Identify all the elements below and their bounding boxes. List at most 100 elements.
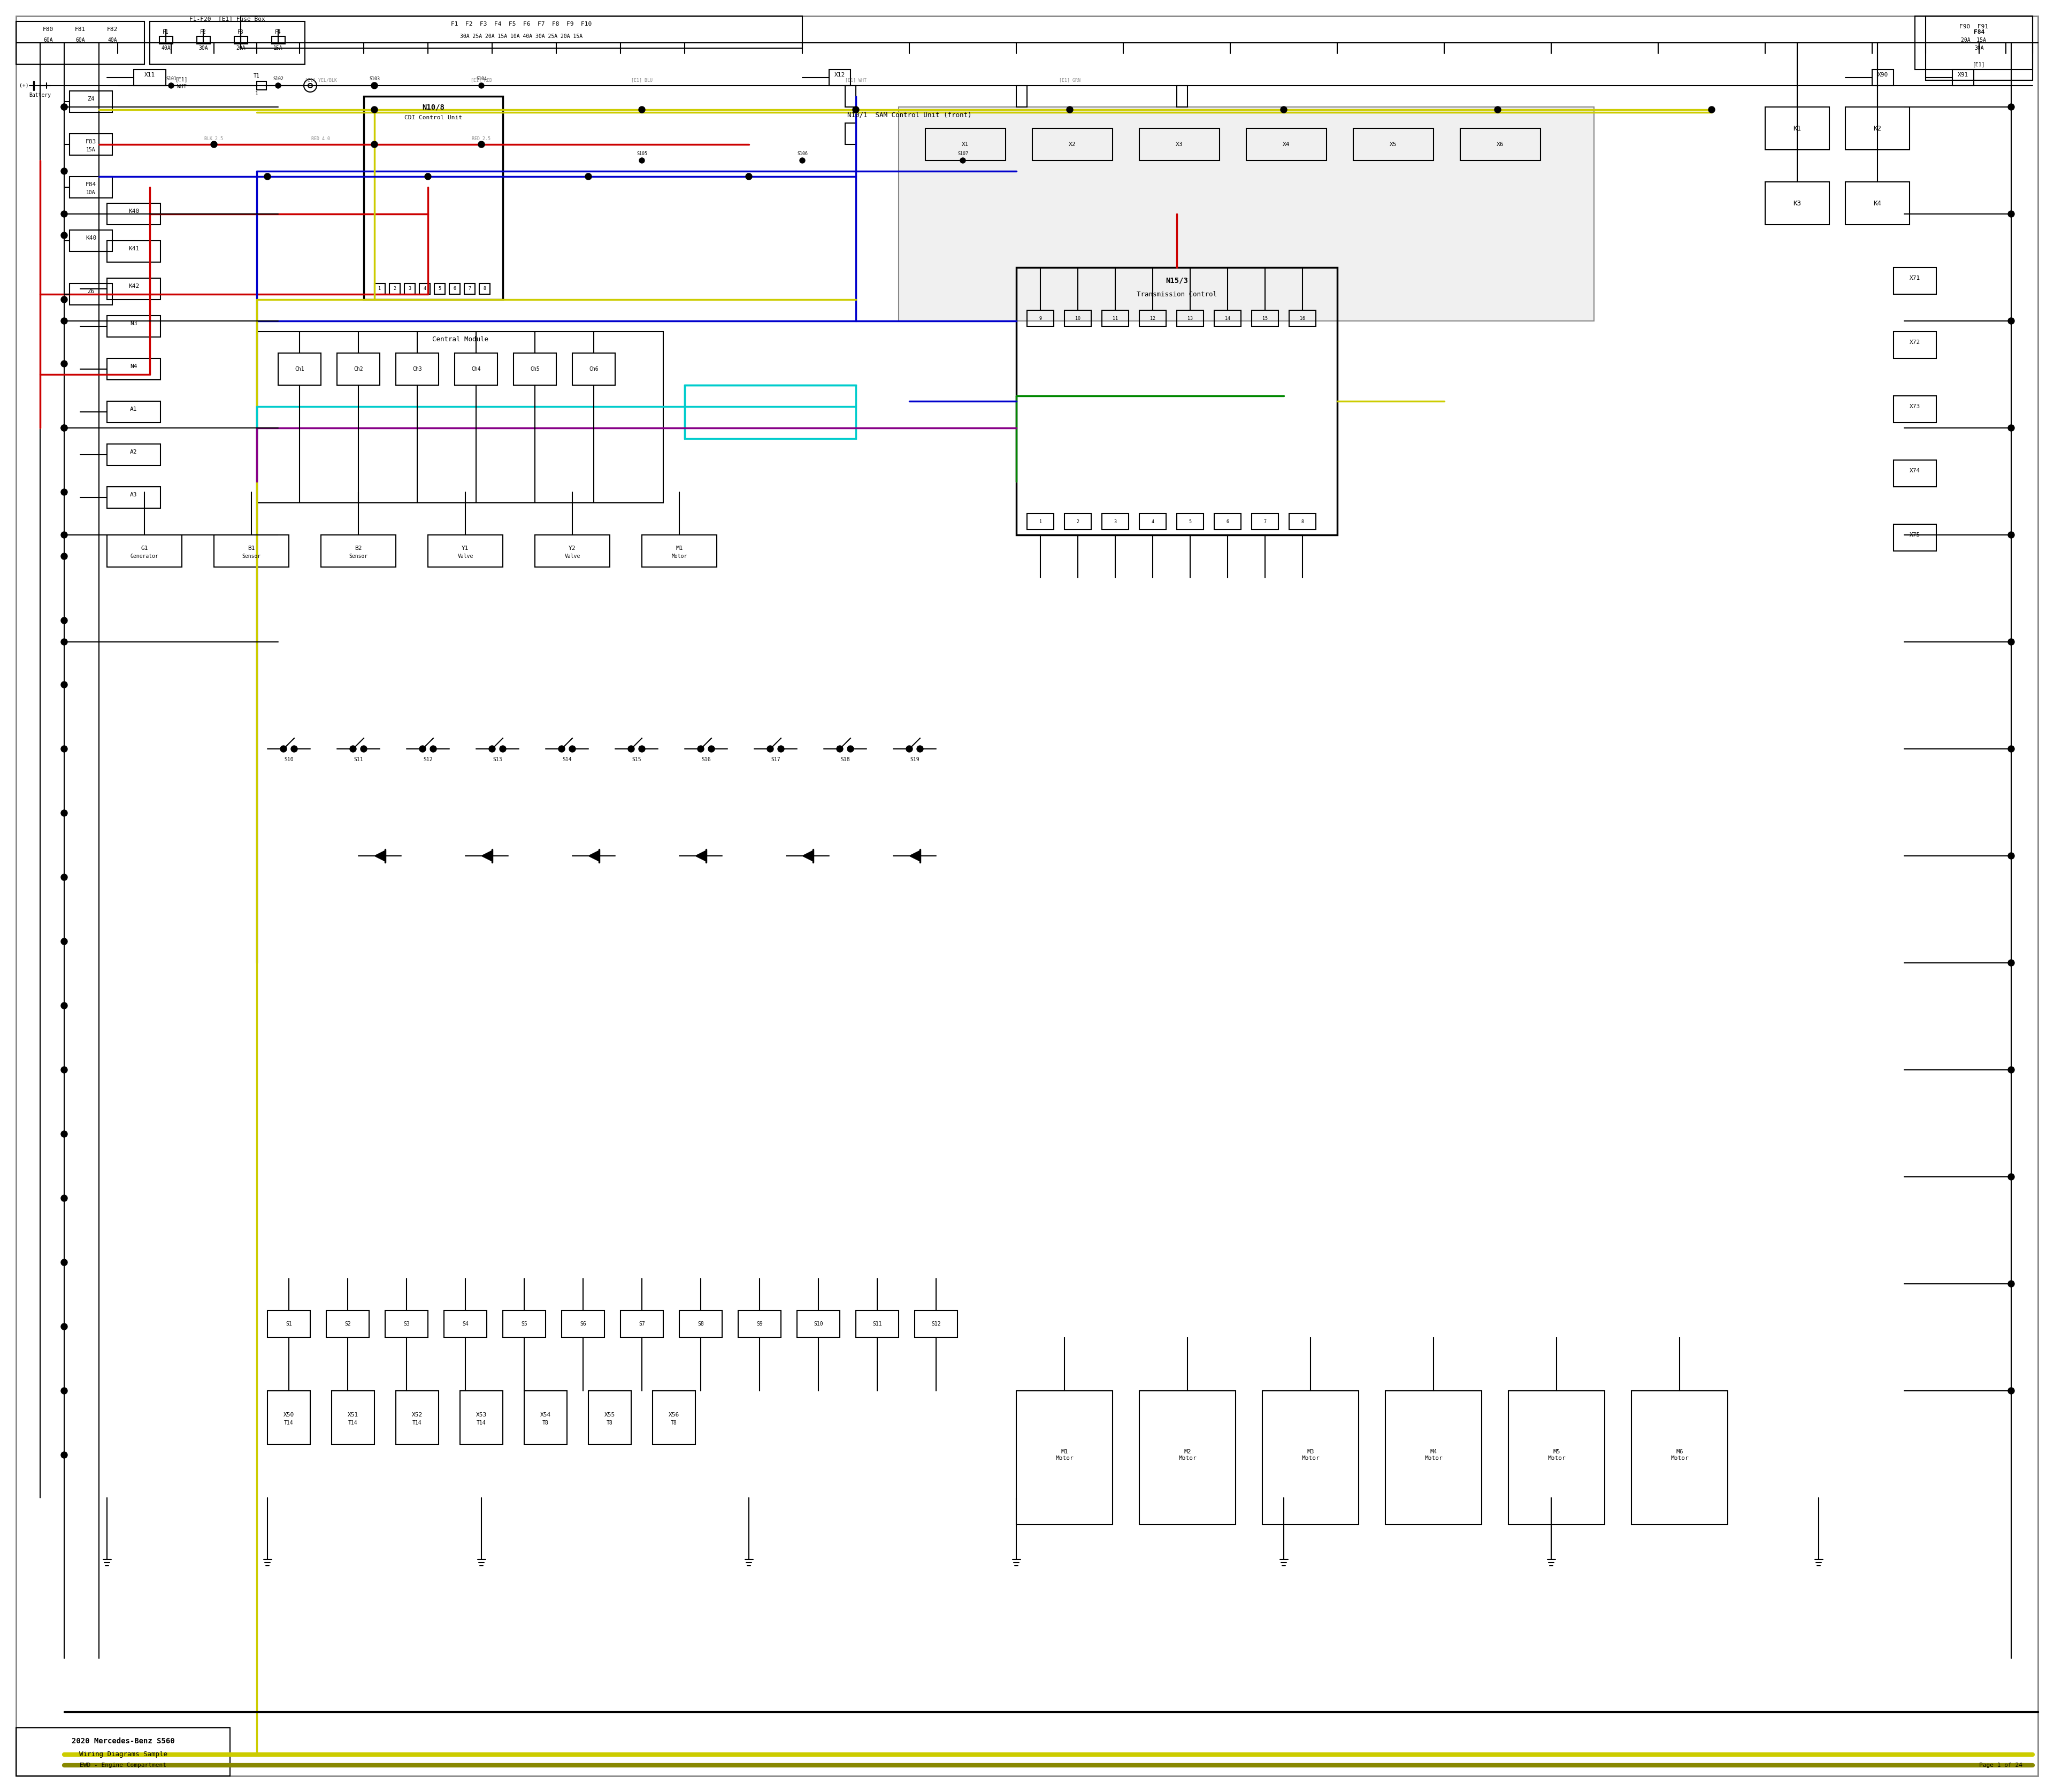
Bar bbox=[419, 283, 429, 294]
Bar bbox=[107, 315, 160, 337]
Circle shape bbox=[639, 745, 645, 753]
Bar bbox=[573, 353, 614, 385]
Bar bbox=[267, 1310, 310, 1337]
Circle shape bbox=[62, 810, 68, 817]
Text: K3: K3 bbox=[1793, 199, 1801, 206]
Text: Y2: Y2 bbox=[569, 545, 575, 550]
Bar bbox=[107, 358, 160, 380]
Text: S13: S13 bbox=[493, 756, 501, 762]
Text: [E1]: [E1] bbox=[1972, 61, 1986, 66]
Bar bbox=[277, 353, 320, 385]
Text: F1: F1 bbox=[162, 29, 168, 34]
Text: X91: X91 bbox=[1957, 72, 1968, 77]
Bar bbox=[327, 1310, 370, 1337]
Text: K42: K42 bbox=[127, 283, 140, 289]
Circle shape bbox=[2009, 638, 2015, 645]
Text: Central Module: Central Module bbox=[431, 337, 489, 342]
Circle shape bbox=[62, 939, 68, 944]
Bar bbox=[320, 536, 396, 566]
Bar bbox=[107, 444, 160, 466]
Bar bbox=[1251, 514, 1278, 530]
Bar bbox=[524, 1391, 567, 1444]
Bar bbox=[1247, 129, 1327, 161]
Circle shape bbox=[62, 1131, 68, 1138]
Bar bbox=[1101, 514, 1128, 530]
Bar bbox=[464, 283, 474, 294]
Text: S8: S8 bbox=[698, 1321, 705, 1326]
Text: S16: S16 bbox=[700, 756, 711, 762]
Text: Sensor: Sensor bbox=[242, 554, 261, 559]
Text: 30A: 30A bbox=[1974, 45, 1984, 50]
Circle shape bbox=[799, 158, 805, 163]
Circle shape bbox=[2009, 532, 2015, 538]
Text: T8: T8 bbox=[606, 1421, 612, 1426]
Text: T8: T8 bbox=[672, 1421, 678, 1426]
Circle shape bbox=[2009, 745, 2015, 753]
Circle shape bbox=[62, 1066, 68, 1073]
Bar bbox=[158, 36, 173, 43]
Bar bbox=[1017, 267, 1337, 536]
Bar bbox=[134, 70, 166, 86]
Text: CDI Control Unit: CDI Control Unit bbox=[405, 115, 462, 120]
Bar bbox=[1631, 1391, 1727, 1525]
Text: S1: S1 bbox=[286, 1321, 292, 1326]
Text: N10/1  SAM Control Unit (front): N10/1 SAM Control Unit (front) bbox=[846, 111, 972, 118]
Text: 6: 6 bbox=[1226, 520, 1228, 523]
Text: 30A: 30A bbox=[199, 45, 207, 50]
Bar bbox=[1177, 86, 1187, 108]
Text: [E1] GRN: [E1] GRN bbox=[1060, 77, 1080, 82]
Circle shape bbox=[1066, 106, 1072, 113]
Circle shape bbox=[62, 360, 68, 367]
Bar bbox=[1140, 514, 1167, 530]
Bar bbox=[1953, 70, 1974, 86]
Bar bbox=[1140, 129, 1220, 161]
Circle shape bbox=[62, 638, 68, 645]
Circle shape bbox=[212, 142, 218, 147]
Text: X51: X51 bbox=[347, 1412, 359, 1417]
Circle shape bbox=[62, 489, 68, 495]
Text: A2: A2 bbox=[129, 450, 138, 455]
Text: F2: F2 bbox=[199, 29, 205, 34]
Circle shape bbox=[279, 745, 288, 753]
Circle shape bbox=[916, 745, 922, 753]
Text: 20A: 20A bbox=[236, 45, 244, 50]
Text: K1: K1 bbox=[1793, 125, 1801, 133]
Text: Ch2: Ch2 bbox=[353, 366, 364, 371]
Bar bbox=[1927, 16, 2033, 81]
Text: K40: K40 bbox=[86, 235, 97, 240]
Bar bbox=[479, 283, 491, 294]
Text: 6: 6 bbox=[454, 287, 456, 292]
Polygon shape bbox=[803, 851, 813, 862]
Circle shape bbox=[499, 745, 505, 753]
Text: T1: T1 bbox=[253, 73, 261, 79]
Bar bbox=[70, 134, 113, 156]
Text: Ch1: Ch1 bbox=[296, 366, 304, 371]
Bar bbox=[653, 1391, 696, 1444]
Text: Valve: Valve bbox=[565, 554, 579, 559]
Bar bbox=[1214, 514, 1241, 530]
Circle shape bbox=[62, 1387, 68, 1394]
Text: K41: K41 bbox=[127, 246, 140, 251]
Text: Z4: Z4 bbox=[88, 97, 94, 102]
Circle shape bbox=[778, 745, 785, 753]
Bar bbox=[1290, 514, 1317, 530]
Circle shape bbox=[836, 745, 842, 753]
Bar bbox=[857, 1310, 900, 1337]
Bar bbox=[534, 536, 610, 566]
Text: N15/3: N15/3 bbox=[1165, 278, 1187, 285]
Bar bbox=[214, 536, 290, 566]
Bar bbox=[197, 36, 210, 43]
Text: Motor: Motor bbox=[672, 554, 688, 559]
Bar bbox=[386, 1310, 427, 1337]
Circle shape bbox=[62, 874, 68, 880]
Text: K2: K2 bbox=[1873, 125, 1881, 133]
Bar bbox=[1140, 1391, 1237, 1525]
Text: S11: S11 bbox=[873, 1321, 881, 1326]
Text: S102: S102 bbox=[273, 77, 283, 82]
Bar bbox=[1177, 310, 1204, 326]
Bar bbox=[107, 202, 160, 224]
Bar bbox=[107, 278, 160, 299]
Circle shape bbox=[372, 142, 378, 147]
Circle shape bbox=[1495, 106, 1501, 113]
Polygon shape bbox=[374, 851, 386, 862]
